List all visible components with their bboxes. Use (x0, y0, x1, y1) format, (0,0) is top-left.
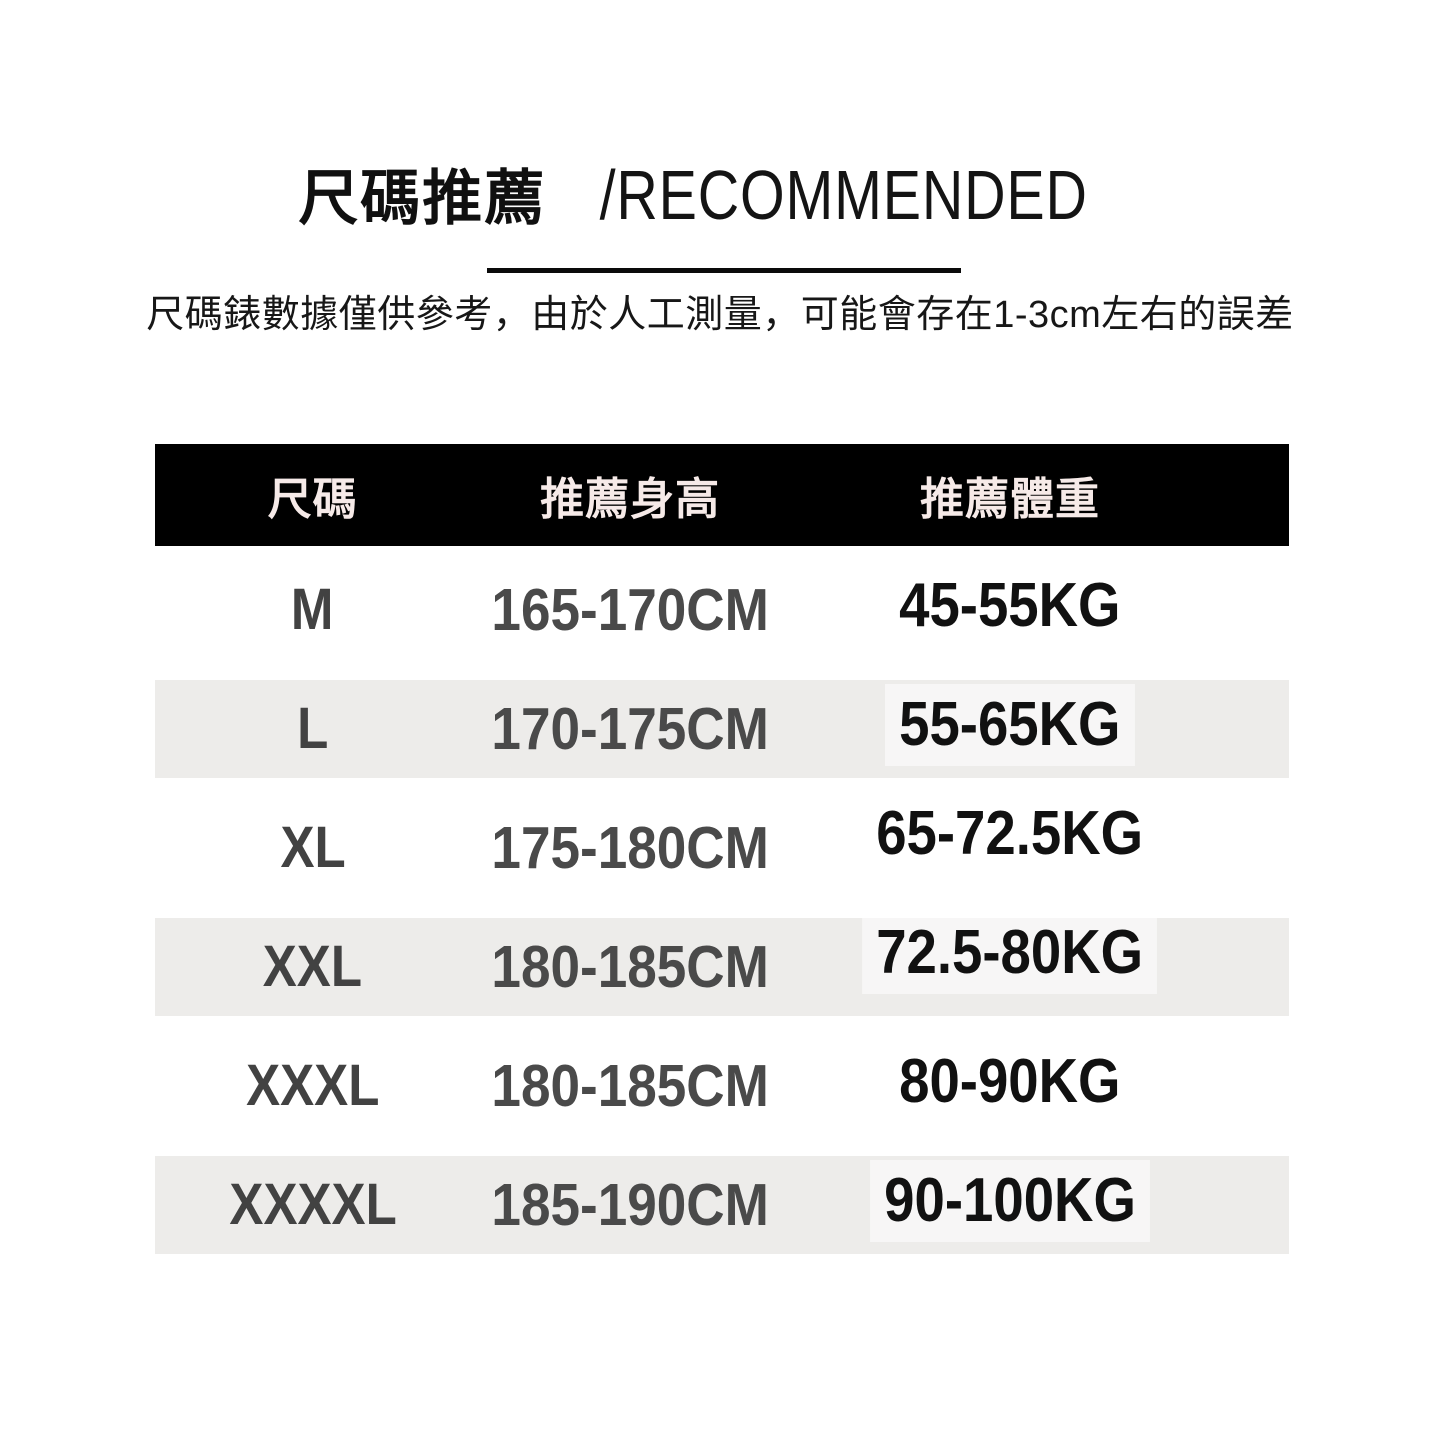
title-underline (487, 268, 961, 273)
table-row: XXXXL 185-190CM 90-100KG (155, 1156, 1289, 1254)
height-value: 180-185CM (491, 933, 769, 1000)
weight-value: 72.5-80KG (862, 912, 1158, 994)
height-value: 170-175CM (491, 695, 769, 762)
table-row: XXXL 180-185CM 80-90KG (155, 1037, 1289, 1135)
column-header-height: 推薦身高 (540, 475, 721, 524)
disclaimer-text: 尺碼錶數據僅供參考，由於人工測量，可能會存在1-3cm左右的誤差 (146, 294, 1294, 336)
table-row: XXL 180-185CM 72.5-80KG (155, 912, 1289, 1016)
size-value: L (297, 696, 329, 761)
size-value: M (291, 577, 334, 642)
size-value: XL (280, 815, 346, 880)
weight-value: 80-90KG (885, 1041, 1135, 1123)
table-header-row: 尺碼 推薦身高 推薦體重 (155, 444, 1289, 546)
weight-value: 90-100KG (870, 1160, 1150, 1242)
height-value: 175-180CM (491, 814, 769, 881)
size-value: XXXXL (228, 1172, 397, 1237)
size-table: 尺碼 推薦身高 推薦體重 M 165-170CM 45-55KG L 170-1… (155, 444, 1289, 1254)
size-value: XXL (262, 934, 363, 999)
page-title-english: /RECOMMENDED (599, 156, 1089, 234)
weight-value: 55-65KG (885, 684, 1135, 766)
weight-value: 65-72.5KG (862, 793, 1158, 875)
table-row: L 170-175CM 55-65KG (155, 680, 1289, 778)
page-title-chinese: 尺碼推薦 (298, 165, 547, 232)
weight-value: 45-55KG (885, 565, 1135, 647)
size-value: XXXL (245, 1053, 380, 1118)
table-row: XL 175-180CM 65-72.5KG (155, 793, 1289, 897)
height-value: 165-170CM (491, 576, 769, 643)
height-value: 180-185CM (491, 1052, 769, 1119)
table-row: M 165-170CM 45-55KG (155, 561, 1289, 659)
height-value: 185-190CM (491, 1171, 769, 1238)
column-header-size: 尺碼 (267, 475, 358, 524)
column-header-weight: 推薦體重 (920, 475, 1101, 524)
page-title: 尺碼推薦/RECOMMENDED (0, 150, 1440, 237)
